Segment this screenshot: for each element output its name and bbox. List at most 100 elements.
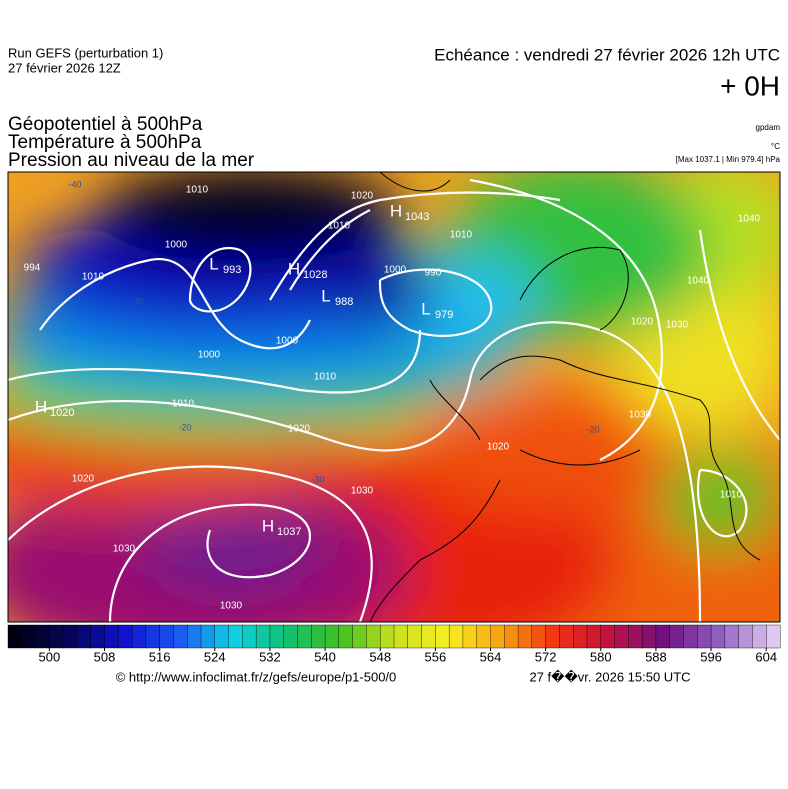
- isobar-label: 1040: [738, 214, 761, 225]
- isobar-label: 1040: [687, 276, 710, 287]
- field: Géopotentiel à 500hPa: [8, 114, 203, 135]
- colorbar-cell: [545, 624, 560, 649]
- colorbar-cell: [462, 624, 478, 649]
- colorbar-cell: [738, 624, 753, 649]
- colorbar-cell: [311, 624, 326, 649]
- isobar-label: 1020: [487, 442, 510, 453]
- center-value: 1043: [405, 211, 429, 223]
- colorbar-cell: [145, 624, 161, 649]
- colorbar-cell: [628, 624, 643, 649]
- colorbar-cell: [641, 624, 657, 649]
- isobar-label: 990: [425, 268, 442, 279]
- colorbar-cell: [76, 624, 92, 649]
- isobar-label: 1030: [629, 410, 652, 421]
- temperature-label: -30: [130, 296, 143, 306]
- offset: + 0H: [720, 70, 780, 101]
- colorbar-cell: [421, 624, 436, 649]
- center-letter: H: [390, 201, 402, 220]
- colorbar-label: 516: [149, 649, 171, 664]
- colorbar-cell: [104, 624, 119, 649]
- center-value: 1037: [277, 526, 301, 538]
- center-value: 979: [435, 309, 453, 321]
- colorbar-cell: [21, 624, 37, 649]
- colorbar-label: 596: [700, 649, 722, 664]
- colorbar-label: 564: [480, 649, 502, 664]
- isobar-label: 1020: [351, 191, 374, 202]
- generated: 27 f��vr. 2026 15:50 UTC: [529, 669, 690, 684]
- colorbar-cell: [338, 624, 354, 649]
- isobar-label: 1020: [631, 317, 654, 328]
- colorbar-cell: [324, 624, 340, 649]
- isobar-label: 1010: [450, 230, 473, 241]
- colorbar-cell: [669, 624, 685, 649]
- isobar-label: 1030: [220, 601, 243, 612]
- colorbar-cell: [752, 624, 767, 649]
- colorbar-cell: [476, 624, 492, 649]
- colorbar-cell: [573, 624, 588, 649]
- field: Température à 500hPa: [8, 132, 202, 153]
- colorbar-label: 588: [645, 649, 667, 664]
- colorbar-cell: [118, 624, 133, 649]
- colorbar-cell: [242, 624, 257, 649]
- colorbar-label: 508: [94, 649, 116, 664]
- isobar-label: 1000: [198, 350, 221, 361]
- colorbar-cell: [283, 624, 299, 649]
- colorbar-cell: [62, 624, 78, 649]
- temperature-label: -30: [311, 474, 324, 484]
- isobar-label: 1010: [720, 490, 743, 501]
- colorbar-cell: [614, 624, 629, 649]
- unit: gpdam: [756, 123, 781, 132]
- temperature-label: -40: [68, 179, 81, 189]
- colorbar-cell: [380, 624, 395, 649]
- source: © http://www.infoclimat.fr/z/gefs/europe…: [116, 669, 397, 684]
- isobar-label: 1000: [276, 336, 299, 347]
- echeance: Echéance : vendredi 27 février 2026 12h …: [434, 45, 780, 64]
- colorbar-label: 540: [314, 649, 336, 664]
- colorbar-cell: [490, 624, 505, 649]
- center-letter: H: [35, 397, 47, 416]
- isobar-label: 994: [24, 263, 41, 274]
- center-letter: H: [288, 259, 300, 278]
- colorbar-cell: [655, 624, 671, 649]
- colorbar-label: 500: [39, 649, 61, 664]
- colorbar-cell: [504, 624, 519, 649]
- colorbar-cell: [448, 624, 464, 649]
- colorbar-cell: [710, 624, 726, 649]
- isobar-label: 1000: [384, 265, 407, 276]
- colorbar-label: 556: [425, 649, 447, 664]
- isobar-label: 1010: [172, 399, 195, 410]
- colorbar-label: 580: [590, 649, 612, 664]
- colorbar-cell: [173, 624, 188, 649]
- map-frame: [7, 171, 781, 623]
- colorbar-cell: [255, 624, 271, 649]
- colorbar-cell: [131, 624, 147, 649]
- center-letter: H: [262, 516, 274, 535]
- isobar-label: 1030: [351, 486, 374, 497]
- temperature-label: -20: [586, 424, 599, 434]
- colorbar-label: 572: [535, 649, 557, 664]
- isobar-label: 1010: [186, 185, 209, 196]
- isobar-label: 1030: [666, 320, 689, 331]
- colorbar-cell: [228, 624, 243, 649]
- run-date: 27 février 2026 12Z: [8, 60, 121, 75]
- isobar-label: 1010: [328, 221, 351, 232]
- unit: [Max 1037.1 | Min 979.4] hPa: [676, 155, 781, 164]
- colorbar-cell: [269, 624, 285, 649]
- colorbar-cell: [517, 624, 533, 649]
- colorbar-cell: [159, 624, 174, 649]
- colorbar-cell: [766, 624, 781, 649]
- colorbar-cell: [393, 624, 409, 649]
- colorbar-label: 524: [204, 649, 226, 664]
- unit: °C: [771, 142, 780, 151]
- colorbar-label: 548: [369, 649, 391, 664]
- isobar-label: 1000: [165, 240, 188, 251]
- colorbar-cell: [586, 624, 602, 649]
- colorbar-cell: [724, 624, 740, 649]
- center-value: 988: [335, 296, 353, 308]
- colorbar-label: 604: [755, 649, 777, 664]
- colorbar-cell: [697, 624, 712, 649]
- isobar-label: 1010: [314, 372, 337, 383]
- center-letter: L: [209, 254, 218, 273]
- colorbar-cell: [200, 624, 216, 649]
